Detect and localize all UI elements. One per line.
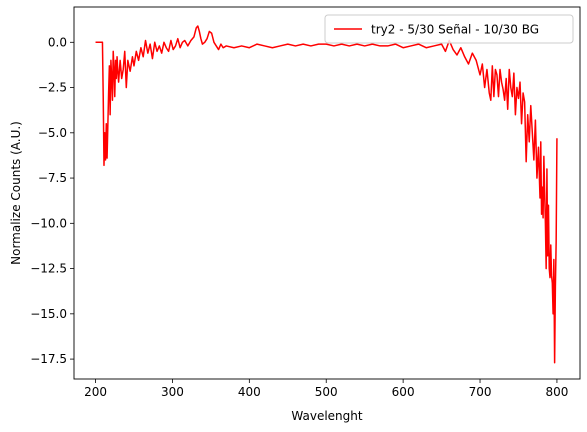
legend-box (324, 14, 574, 44)
x-tick-label: 200 (84, 385, 107, 399)
y-tick-label: −15.0 (30, 307, 67, 321)
legend: try2 - 5/30 Señal - 10/30 BG (324, 14, 574, 44)
y-tick-label: −10.0 (30, 216, 67, 230)
y-axis: 0.0 −2.5 −5.0 −7.5 −10.0 −12.5 −15.0 −17.5 (30, 35, 74, 366)
x-tick-label: 800 (545, 385, 568, 399)
y-tick-label: −17.5 (30, 352, 67, 366)
plot-area-frame (73, 6, 581, 380)
x-axis: 200 300 400 500 600 700 800 (84, 379, 568, 399)
legend-entry-label: try2 - 5/30 Señal - 10/30 BG (371, 23, 539, 37)
y-tick-label: −2.5 (38, 81, 67, 95)
y-tick-label: 0.0 (48, 35, 67, 49)
y-tick-label: −12.5 (30, 262, 67, 276)
x-axis-label: Wavelenght (291, 409, 362, 423)
x-tick-label: 700 (469, 385, 492, 399)
series-line-0 (95, 25, 558, 364)
y-tick-label: −7.5 (38, 171, 67, 185)
y-axis-label: Normalize Counts (A.U.) (9, 121, 23, 265)
x-tick-label: 500 (315, 385, 338, 399)
x-tick-label: 600 (392, 385, 415, 399)
x-tick-label: 300 (161, 385, 184, 399)
x-tick-label: 400 (238, 385, 261, 399)
y-tick-label: −5.0 (38, 126, 67, 140)
